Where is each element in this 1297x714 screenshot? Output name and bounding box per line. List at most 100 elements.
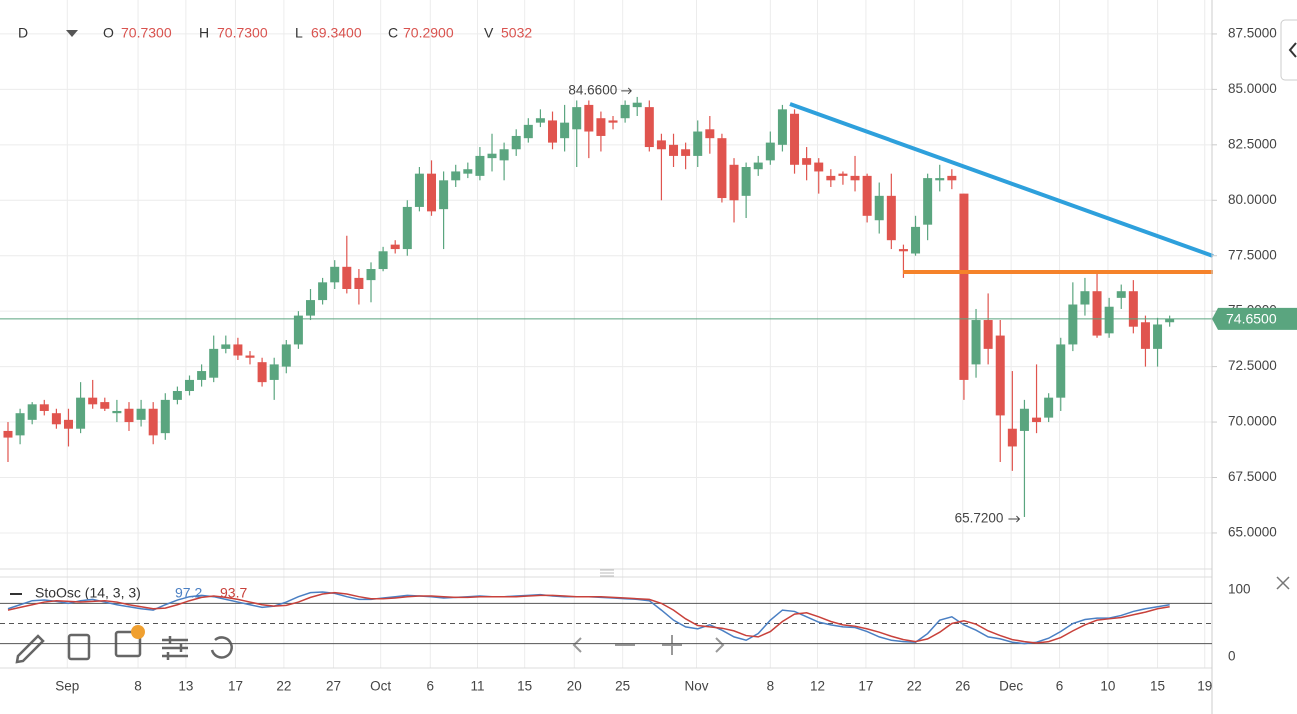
candle-body: [584, 104, 594, 132]
candle-body: [221, 344, 231, 349]
candle-body: [911, 226, 921, 254]
candle-body: [596, 118, 606, 136]
candle-body: [705, 129, 715, 139]
open-value: 70.7300: [121, 25, 172, 41]
candle-body: [1092, 291, 1102, 336]
candle-body: [1116, 291, 1126, 298]
x-tick-label: Nov: [685, 679, 709, 694]
low-marker-arrow: [1008, 515, 1021, 523]
candle-body: [306, 300, 316, 316]
high-value: 70.7300: [217, 25, 268, 41]
close-value: 70.2900: [403, 25, 454, 41]
x-tick-label: 13: [178, 679, 193, 694]
plot: [0, 96, 1212, 517]
candle-body: [1068, 304, 1078, 345]
pane-resize-handle[interactable]: [600, 569, 614, 577]
candle-body: [1104, 306, 1114, 334]
scroll-left[interactable]: [572, 637, 582, 653]
candle-body: [269, 364, 279, 380]
candle-body: [1044, 397, 1054, 418]
y-tick-label: 100: [1228, 582, 1251, 597]
scroll-right[interactable]: [715, 637, 725, 653]
candle-body: [620, 104, 630, 119]
collapse-icon: [1288, 42, 1297, 58]
candle-body: [947, 175, 957, 181]
candle-body: [753, 162, 763, 170]
candle-body: [1056, 344, 1066, 398]
candle-body: [100, 402, 110, 409]
x-tick-label: 19: [1197, 679, 1212, 694]
candle-body: [390, 244, 400, 250]
high-marker-arrow: [621, 87, 632, 95]
candle-body: [402, 206, 412, 250]
candle-body: [27, 404, 37, 420]
candle-body: [850, 175, 860, 181]
candle-body: [572, 107, 582, 130]
x-tick-label: 15: [1150, 679, 1165, 694]
candle-body: [1153, 324, 1163, 349]
close-indicator[interactable]: [1276, 576, 1290, 590]
candle-body: [499, 149, 509, 161]
candle-body: [197, 371, 207, 380]
navigation: [572, 635, 725, 655]
x-tick-label: 26: [955, 679, 970, 694]
candle-body: [862, 175, 872, 216]
candle-body: [51, 413, 61, 425]
candle-body: [245, 355, 255, 358]
candle-body: [354, 277, 364, 289]
reset-tool[interactable]: [210, 636, 233, 659]
x-tick-label: 22: [907, 679, 922, 694]
trend-line[interactable]: [789, 102, 1214, 258]
x-tick-label: 27: [326, 679, 341, 694]
candle-body: [257, 362, 267, 383]
candle-body: [693, 131, 703, 156]
candle-body: [293, 315, 303, 345]
volume-value: 5032: [501, 25, 532, 41]
candle-body: [1032, 417, 1042, 423]
candle-body: [318, 282, 328, 301]
x-tick-label: 6: [427, 679, 435, 694]
open-key: O: [103, 25, 114, 41]
candle-body: [523, 124, 533, 139]
notes-tool[interactable]: [67, 633, 91, 661]
candle-body: [342, 266, 352, 289]
candle-body: [160, 399, 170, 434]
zoom-in[interactable]: [662, 635, 682, 655]
y-tick-label: 82.5000: [1228, 136, 1277, 151]
volume-key: V: [484, 25, 494, 41]
x-tick-label: Dec: [999, 679, 1023, 694]
candle-body: [1080, 291, 1090, 305]
low-value: 69.3400: [311, 25, 362, 41]
candle-body: [560, 122, 570, 139]
x-tick-label: 20: [567, 679, 582, 694]
candle-body: [378, 251, 388, 270]
x-tick-label: 11: [470, 679, 484, 694]
candle-body: [777, 109, 787, 145]
candle-body: [1019, 408, 1029, 431]
candle-body: [548, 120, 558, 143]
low-key: L: [295, 25, 303, 41]
settings-tool[interactable]: [162, 636, 188, 660]
candle-body: [814, 162, 824, 172]
interval[interactable]: D: [18, 25, 28, 41]
y-tick-label: 85.0000: [1228, 81, 1277, 96]
candle-body: [535, 118, 545, 123]
y-tick-label: 87.5000: [1228, 25, 1277, 40]
oscillator-line: [7, 591, 1170, 644]
candle-body: [463, 169, 473, 174]
candle-body: [63, 419, 73, 429]
interval-dropdown[interactable]: [66, 30, 78, 37]
high-key: H: [199, 25, 209, 41]
toolbar: [15, 630, 233, 664]
candle-body: [451, 171, 461, 181]
candle-body: [148, 408, 158, 436]
draw-tool[interactable]: [15, 634, 45, 664]
candle-body: [1128, 291, 1138, 327]
x-tick-label: 6: [1056, 679, 1064, 694]
candle-body: [76, 397, 86, 429]
candle-body: [886, 195, 896, 241]
candle-body: [729, 164, 739, 201]
candle-body: [802, 158, 812, 165]
candle-body: [656, 140, 666, 150]
